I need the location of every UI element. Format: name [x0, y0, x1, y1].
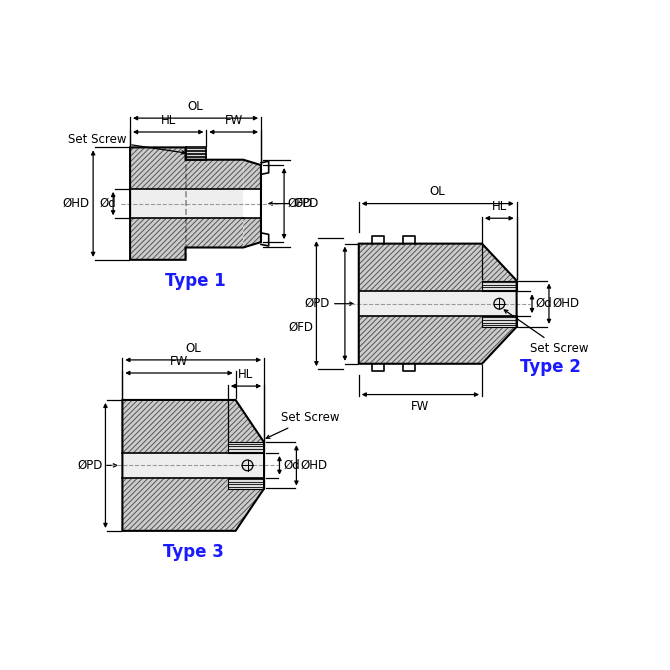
Text: ØPD: ØPD — [304, 297, 330, 310]
Bar — [482, 316, 517, 327]
Text: ØHD: ØHD — [63, 197, 90, 210]
Text: Ød: Ød — [283, 459, 300, 472]
Bar — [358, 291, 517, 316]
Text: ØHD: ØHD — [300, 459, 328, 472]
Text: OL: OL — [188, 100, 204, 113]
Text: OL: OL — [430, 185, 446, 198]
Polygon shape — [243, 159, 261, 189]
Text: Type 1: Type 1 — [165, 273, 226, 290]
Polygon shape — [123, 400, 264, 453]
Text: Set Screw: Set Screw — [505, 310, 589, 355]
Text: ØPD: ØPD — [293, 197, 319, 210]
Polygon shape — [358, 316, 517, 364]
Text: HL: HL — [161, 114, 176, 127]
Text: ØPD: ØPD — [77, 459, 103, 472]
Text: ØHD: ØHD — [553, 297, 580, 310]
Polygon shape — [130, 218, 243, 260]
Text: FW: FW — [411, 400, 429, 413]
Text: ØFD: ØFD — [288, 197, 313, 210]
Text: HL: HL — [239, 368, 254, 381]
Text: HL: HL — [492, 200, 507, 213]
Text: Ød: Ød — [536, 297, 553, 310]
Text: Set Screw: Set Screw — [68, 133, 185, 154]
Bar — [228, 442, 264, 453]
Text: FW: FW — [170, 354, 188, 368]
Bar — [228, 478, 264, 488]
Text: ØFD: ØFD — [288, 320, 314, 333]
Text: Set Screw: Set Screw — [266, 411, 340, 438]
Bar — [130, 189, 243, 218]
Text: Ød: Ød — [99, 197, 116, 210]
Polygon shape — [130, 147, 243, 189]
Text: OL: OL — [186, 342, 201, 354]
Text: Type 3: Type 3 — [163, 543, 224, 561]
Polygon shape — [358, 244, 517, 291]
Polygon shape — [123, 478, 264, 531]
Bar — [482, 281, 517, 291]
Text: Type 2: Type 2 — [521, 358, 582, 376]
Circle shape — [494, 298, 505, 309]
Bar — [123, 453, 264, 478]
Polygon shape — [243, 218, 261, 247]
Text: FW: FW — [224, 114, 243, 127]
Bar — [186, 147, 206, 159]
Circle shape — [242, 460, 253, 471]
